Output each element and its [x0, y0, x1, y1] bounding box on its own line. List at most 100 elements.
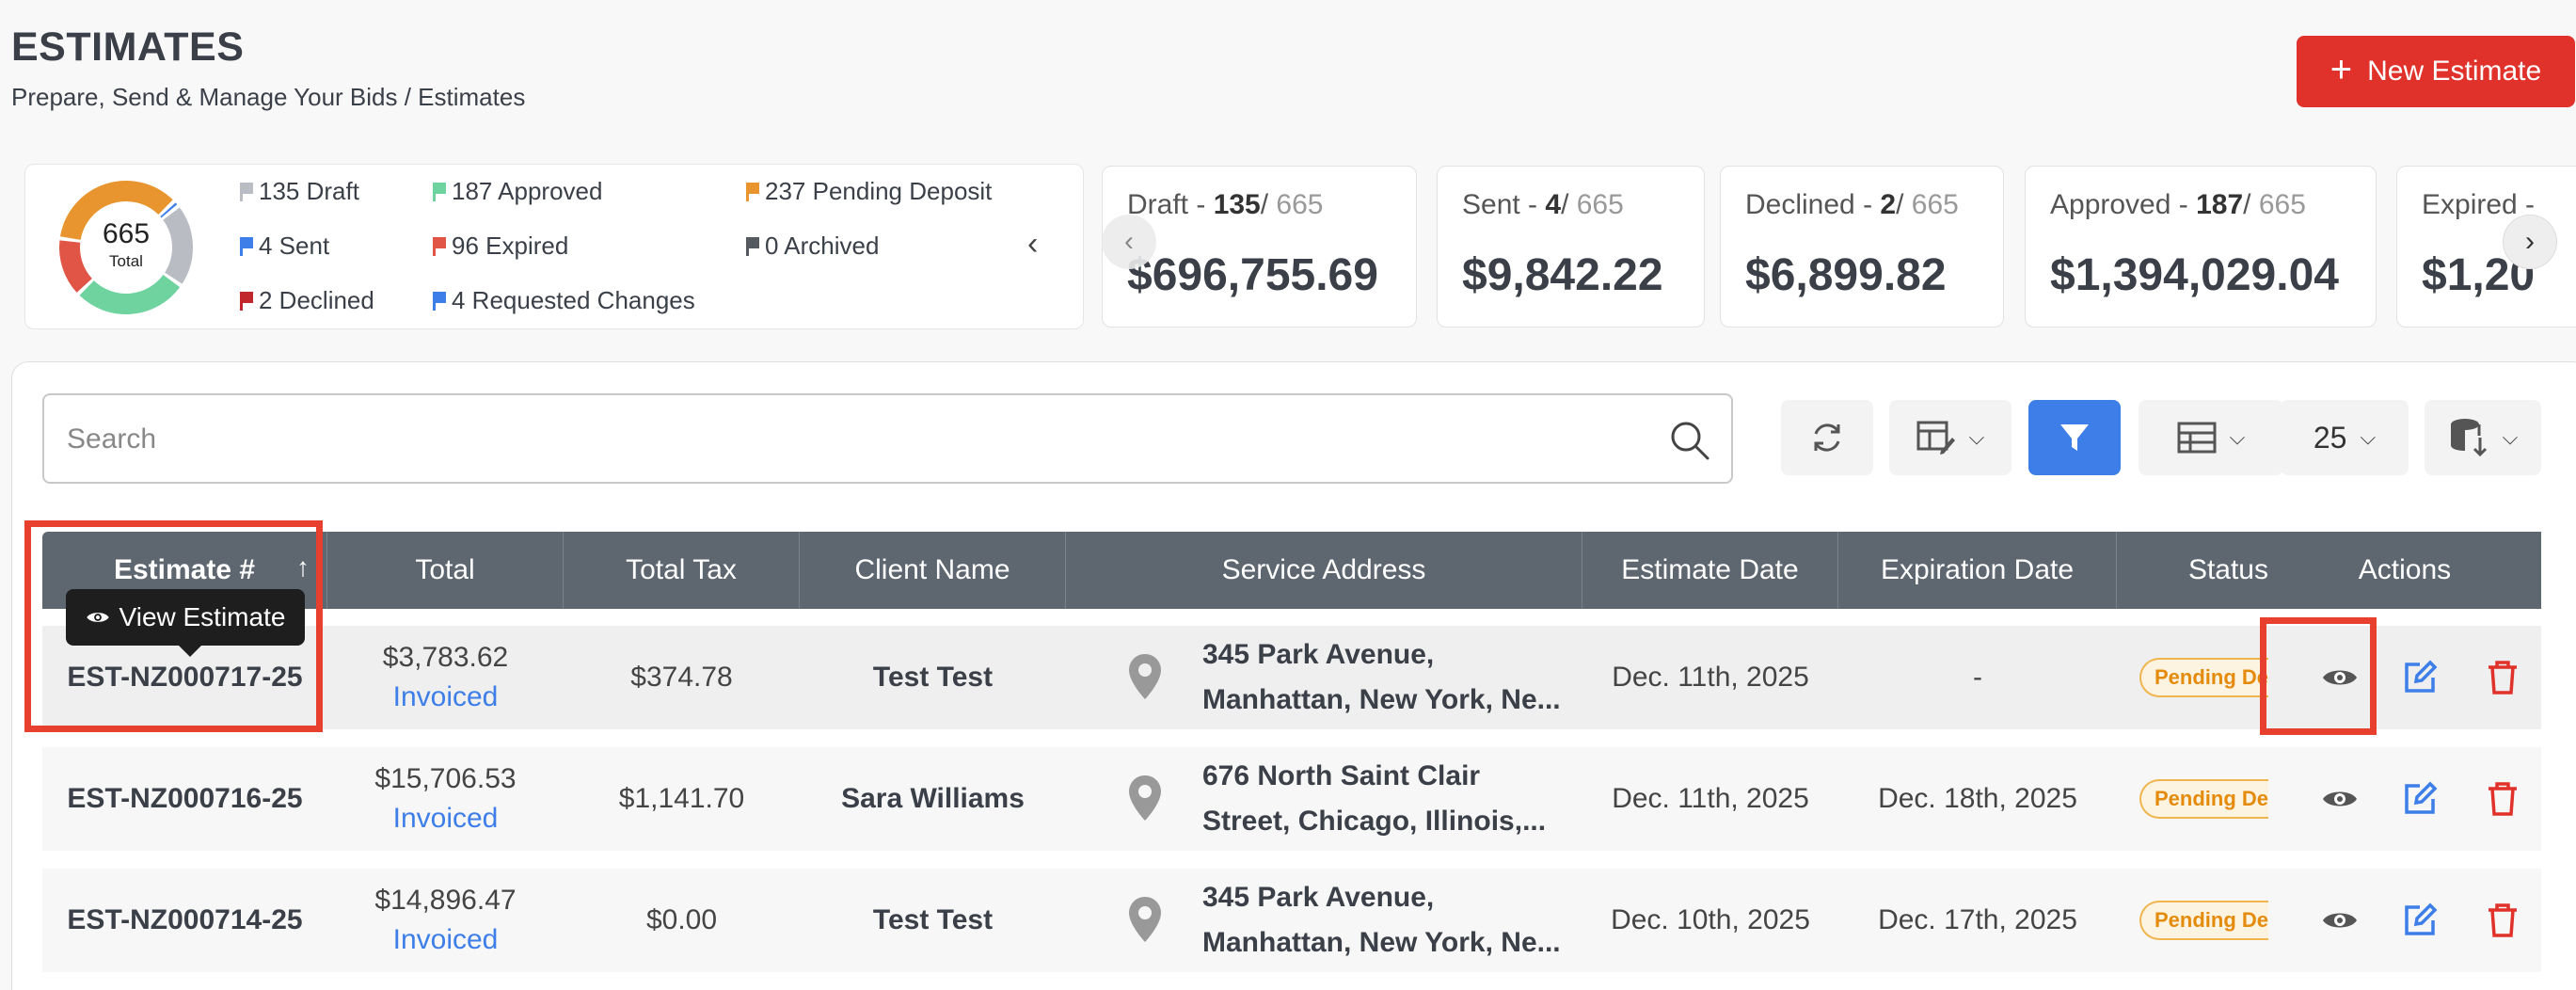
total-tax-cell: $1,141.70 [618, 783, 745, 814]
legend-declined[interactable]: 2 Declined [240, 286, 374, 315]
invoiced-link[interactable]: Invoiced [392, 803, 499, 834]
column-header-estimate-date[interactable]: Estimate Date [1582, 532, 1838, 609]
stat-card-declined[interactable]: Declined - 2/ 665 $6,899.82 [1720, 166, 2004, 327]
page-title: ESTIMATES [11, 24, 245, 70]
legend-expired[interactable]: 96 Expired [433, 232, 568, 261]
legend-sent[interactable]: 4 Sent [240, 232, 329, 261]
estimate-number-cell[interactable]: EST-NZ000714-25 [67, 904, 303, 935]
chevron-left-icon[interactable]: ‹ [1027, 226, 1039, 262]
trash-icon[interactable] [2484, 780, 2521, 818]
expiration-date-cell: Dec. 17th, 2025 [1878, 904, 2077, 935]
legend-draft[interactable]: 135 Draft [240, 177, 359, 206]
map-pin-icon[interactable] [1127, 652, 1163, 701]
sort-arrow-up-icon: ↑ [296, 552, 310, 582]
view-toggle-button[interactable]: ⌵ [2139, 400, 2283, 475]
legend-pending-deposit[interactable]: 237 Pending Deposit [746, 177, 992, 206]
legend-label: 4 Sent [259, 232, 330, 260]
donut-segment-approved [79, 274, 181, 314]
column-header-status[interactable]: Status [2187, 554, 2268, 585]
chevron-left-icon: ‹ [1124, 226, 1134, 257]
stat-count: 4 [1545, 189, 1562, 220]
column-header-actions: Actions [2268, 532, 2541, 609]
donut-segment-expired [59, 240, 93, 293]
new-estimate-button[interactable]: + New Estimate [2297, 36, 2575, 107]
flag-icon [240, 182, 253, 201]
column-header-total-tax[interactable]: Total Tax [564, 532, 800, 609]
expiration-date-cell: - [1973, 662, 1982, 693]
carousel-prev-button[interactable]: ‹ [1102, 215, 1156, 269]
stat-count: 187 [2196, 189, 2244, 220]
invoiced-link[interactable]: Invoiced [392, 681, 499, 712]
status-donut-chart [59, 181, 193, 314]
stat-label: Declined [1745, 189, 1855, 220]
eye-icon[interactable] [2321, 902, 2359, 939]
trash-icon[interactable] [2484, 902, 2521, 939]
refresh-icon [1814, 423, 1840, 452]
legend-label: 135 Draft [259, 177, 359, 205]
stat-card-sent[interactable]: Sent - 4/ 665 $9,842.22 [1437, 166, 1705, 327]
column-header-total[interactable]: Total [327, 532, 564, 609]
estimate-number-cell[interactable]: EST-NZ000716-25 [67, 783, 303, 814]
total-tax-cell: $0.00 [645, 904, 718, 935]
legend-label: 0 Archived [765, 232, 880, 260]
carousel-next-button[interactable]: › [2503, 215, 2557, 269]
stat-amount: $696,755.69 [1127, 250, 1378, 300]
stat-amount: $1,394,029.04 [2050, 250, 2339, 300]
legend-label: 96 Expired [452, 232, 569, 260]
legend-approved[interactable]: 187 Approved [433, 177, 602, 206]
column-header-expiration-date[interactable]: Expiration Date [1838, 532, 2117, 609]
table-row[interactable]: EST-NZ000714-25 $14,896.47 Invoiced $0.0… [42, 869, 2541, 972]
legend-label: 237 Pending Deposit [765, 177, 993, 205]
chevron-right-icon: › [2525, 226, 2535, 257]
stat-label: Sent [1462, 189, 1520, 220]
flag-icon [746, 182, 759, 201]
service-address-cell: 676 North Saint Clair Street, Chicago, I… [1202, 747, 1546, 851]
chevron-down-icon: ⌵ [2502, 425, 2519, 449]
search-input[interactable] [67, 414, 1572, 465]
address-line-1: 345 Park Avenue, [1202, 639, 1435, 670]
legend-archived[interactable]: 0 Archived [746, 232, 879, 261]
total-amount: $15,706.53 [374, 763, 517, 794]
status-badge: Pending Deposit [2139, 658, 2268, 697]
table-view-icon [2177, 422, 2217, 454]
export-button[interactable]: ⌵ [2425, 400, 2541, 475]
stat-card-approved[interactable]: Approved - 187/ 665 $1,394,029.04 [2025, 166, 2377, 327]
address-line-1: 676 North Saint Clair [1202, 760, 1481, 791]
column-header-client-name[interactable]: Client Name [800, 532, 1066, 609]
eye-icon[interactable] [2321, 659, 2359, 696]
donut-segment-draft [162, 207, 193, 284]
page-size-select[interactable]: 25 ⌵ [2281, 400, 2409, 475]
column-header-estimate-number[interactable]: Estimate # ↑ [42, 532, 327, 609]
address-line-1: 345 Park Avenue, [1202, 882, 1435, 913]
invoiced-link[interactable]: Invoiced [392, 924, 499, 955]
edit-icon[interactable] [2401, 780, 2439, 818]
column-header-label: Estimate # [113, 554, 256, 585]
stat-count: 2 [1880, 189, 1897, 220]
chevron-down-icon: ⌵ [2229, 425, 2246, 449]
search-icon[interactable] [1669, 420, 1710, 461]
refresh-button[interactable] [1781, 400, 1873, 475]
search-field[interactable] [42, 393, 1733, 484]
stat-total: 665 [1276, 189, 1324, 220]
flag-icon [433, 236, 446, 256]
table-row[interactable]: EST-NZ000717-25 $3,783.62 Invoiced $374.… [42, 626, 2541, 729]
map-pin-icon[interactable] [1127, 895, 1163, 944]
donut-segment-pending-deposit [59, 181, 173, 241]
trash-icon[interactable] [2484, 659, 2521, 696]
new-estimate-label: New Estimate [2367, 56, 2542, 87]
edit-icon[interactable] [2401, 902, 2439, 939]
tooltip-label: View Estimate [119, 602, 286, 631]
table-row[interactable]: EST-NZ000716-25 $15,706.53 Invoiced $1,1… [42, 747, 2541, 851]
client-name-cell: Test Test [872, 904, 994, 935]
edit-columns-button[interactable]: ⌵ [1889, 400, 2012, 475]
map-pin-icon[interactable] [1127, 774, 1163, 822]
legend-requested-changes[interactable]: 4 Requested Changes [433, 286, 695, 315]
eye-icon[interactable] [2321, 780, 2359, 818]
column-header-service-address[interactable]: Service Address [1066, 532, 1582, 609]
flag-icon [240, 291, 253, 311]
estimate-number-cell[interactable]: EST-NZ000717-25 [67, 662, 303, 693]
legend-label: 4 Requested Changes [452, 286, 695, 314]
filter-button[interactable] [2028, 400, 2121, 475]
edit-icon[interactable] [2401, 659, 2439, 696]
address-line-2: Street, Chicago, Illinois,... [1202, 806, 1547, 837]
